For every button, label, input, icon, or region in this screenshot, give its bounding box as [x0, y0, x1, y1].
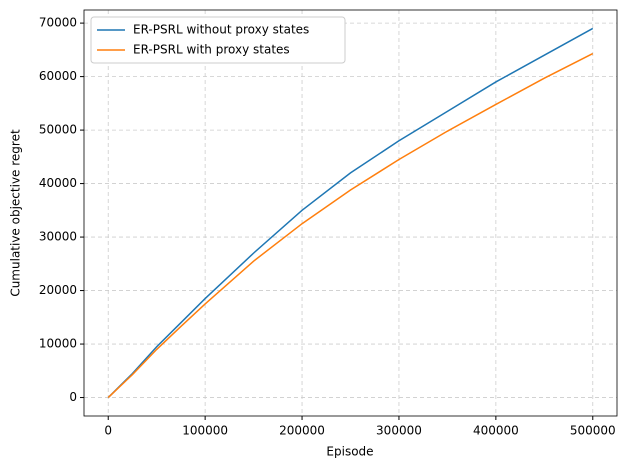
y-tick-label: 30000	[39, 230, 77, 244]
x-tick-label: 200000	[279, 424, 325, 438]
y-tick-label: 0	[69, 390, 77, 404]
line-series	[107, 52, 594, 399]
y-tick-label: 10000	[39, 337, 77, 351]
x-tick-label: 0	[104, 424, 112, 438]
x-tick-label: 100000	[182, 424, 228, 438]
y-tick-label: 20000	[39, 283, 77, 297]
y-tick-label: 50000	[39, 123, 77, 137]
y-tick-label: 40000	[39, 176, 77, 190]
y-tick-label: 70000	[39, 16, 77, 30]
legend-label: ER-PSRL with proxy states	[133, 43, 290, 57]
legend-box	[90, 16, 346, 64]
line-series	[107, 27, 594, 399]
y-tick-label: 60000	[39, 69, 77, 83]
x-axis-label: Episode	[326, 445, 373, 459]
x-tick-label: 400000	[473, 424, 519, 438]
x-tick-label: 500000	[570, 424, 616, 438]
legend-label: ER-PSRL without proxy states	[133, 23, 309, 37]
y-axis-label: Cumulative objective regret	[9, 129, 23, 297]
plot-frame	[83, 9, 618, 417]
x-tick-label: 300000	[376, 424, 422, 438]
